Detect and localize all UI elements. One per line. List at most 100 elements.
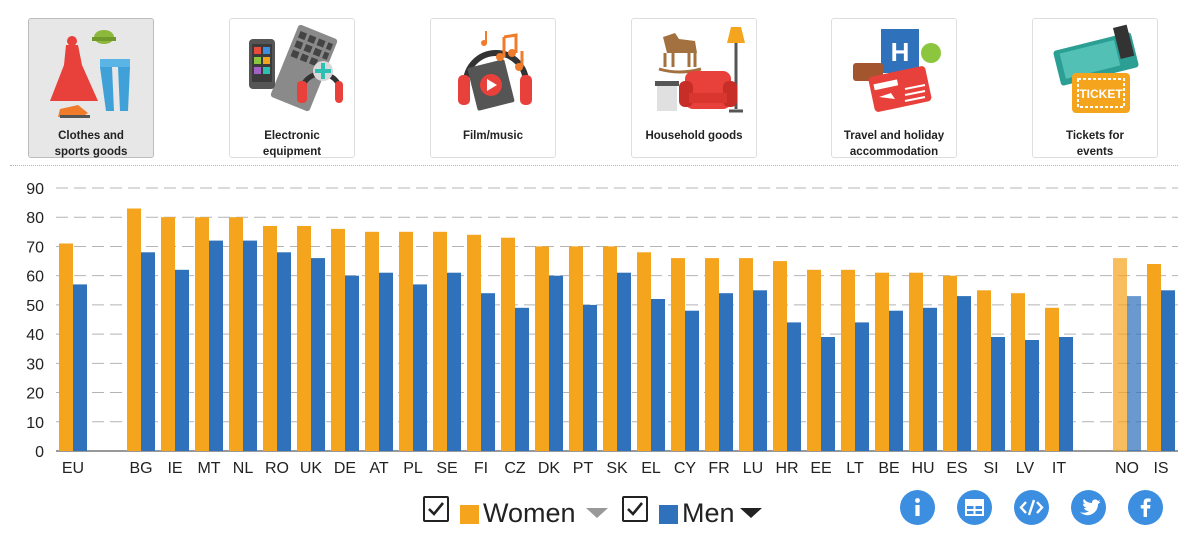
bar-women-fr[interactable]	[705, 258, 719, 451]
y-tick-label: 40	[26, 327, 44, 344]
bar-men-be[interactable]	[889, 310, 903, 451]
bar-men-no[interactable]	[1127, 296, 1141, 451]
bar-women-ie[interactable]	[161, 217, 175, 451]
bar-women-at[interactable]	[365, 231, 379, 451]
bar-women-lv[interactable]	[1011, 293, 1025, 451]
bar-men-se[interactable]	[447, 272, 461, 451]
x-tick-label: LV	[1016, 460, 1035, 477]
bar-women-is[interactable]	[1147, 264, 1161, 451]
bar-men-pl[interactable]	[413, 284, 427, 451]
bar-women-es[interactable]	[943, 275, 957, 451]
tab-label: Travel and holiday accommodation	[843, 130, 945, 158]
bar-men-uk[interactable]	[311, 258, 325, 451]
bar-women-be[interactable]	[875, 272, 889, 451]
bar-men-ie[interactable]	[175, 269, 189, 451]
bar-women-pl[interactable]	[399, 231, 413, 451]
bar-men-fr[interactable]	[719, 293, 733, 451]
tab-travel-holiday[interactable]: H Travel and holiday accommodation	[831, 18, 957, 158]
film-music-icon	[458, 31, 532, 111]
bar-women-cz[interactable]	[501, 237, 515, 451]
bar-men-de[interactable]	[345, 275, 359, 451]
x-tick-label: AT	[369, 460, 388, 477]
y-tick-label: 90	[26, 181, 44, 198]
bar-men-eu[interactable]	[73, 284, 87, 451]
bar-men-cz[interactable]	[515, 307, 529, 451]
bar-men-dk[interactable]	[549, 275, 563, 451]
table-icon	[965, 499, 984, 516]
bar-men-lt[interactable]	[855, 322, 869, 451]
women-checkbox[interactable]	[423, 496, 449, 522]
twitter-button[interactable]	[1071, 490, 1106, 525]
legend-men[interactable]: Men	[622, 493, 772, 529]
bar-men-hu[interactable]	[923, 307, 937, 451]
x-tick-label: IT	[1052, 460, 1066, 477]
tab-tickets-events[interactable]: TICKET Tickets for events	[1032, 18, 1158, 158]
x-tick-label: ES	[946, 460, 967, 477]
bar-women-de[interactable]	[331, 228, 345, 451]
tab-household-goods[interactable]: Household goods	[631, 18, 757, 158]
bar-men-el[interactable]	[651, 299, 665, 451]
bar-men-hr[interactable]	[787, 322, 801, 451]
x-tick-label: LU	[743, 460, 763, 477]
facebook-button[interactable]	[1128, 490, 1163, 525]
bar-women-ee[interactable]	[807, 269, 821, 451]
bar-women-el[interactable]	[637, 252, 651, 451]
bar-men-nl[interactable]	[243, 240, 257, 451]
bar-men-it[interactable]	[1059, 337, 1073, 451]
table-button[interactable]	[957, 490, 992, 525]
bar-men-at[interactable]	[379, 272, 393, 451]
bar-women-si[interactable]	[977, 290, 991, 451]
bar-women-uk[interactable]	[297, 226, 311, 451]
bar-men-mt[interactable]	[209, 240, 223, 451]
bar-women-eu[interactable]	[59, 243, 73, 452]
clothes-sports-icon	[50, 30, 130, 118]
bar-women-fi[interactable]	[467, 234, 481, 451]
tab-electronic-equipment[interactable]: Electronic equipment	[229, 18, 355, 158]
tickets-icon: TICKET	[1053, 24, 1139, 113]
tab-label: Tickets for events	[1066, 130, 1124, 158]
bar-women-hu[interactable]	[909, 272, 923, 451]
bar-women-lu[interactable]	[739, 258, 753, 451]
bar-men-fi[interactable]	[481, 293, 495, 451]
info-button[interactable]	[900, 490, 935, 525]
bar-women-nl[interactable]	[229, 217, 243, 451]
bar-men-lv[interactable]	[1025, 340, 1039, 451]
bar-men-cy[interactable]	[685, 310, 699, 451]
bar-women-ro[interactable]	[263, 226, 277, 451]
bar-women-it[interactable]	[1045, 307, 1059, 451]
bar-women-cy[interactable]	[671, 258, 685, 451]
electronics-icon	[249, 24, 343, 112]
men-label: Men	[682, 498, 735, 528]
men-checkbox[interactable]	[622, 496, 648, 522]
x-tick-label: PT	[573, 460, 594, 477]
x-tick-label: RO	[265, 460, 289, 477]
bar-women-mt[interactable]	[195, 217, 209, 451]
bar-women-lt[interactable]	[841, 269, 855, 451]
bar-women-hr[interactable]	[773, 261, 787, 451]
bar-women-dk[interactable]	[535, 246, 549, 451]
category-tabs: Clothes and sports goods Electronic equi…	[0, 18, 1200, 160]
tab-clothes-sports[interactable]: Clothes and sports goods	[28, 18, 154, 158]
bar-women-pt[interactable]	[569, 246, 583, 451]
bar-men-is[interactable]	[1161, 290, 1175, 451]
bar-men-si[interactable]	[991, 337, 1005, 451]
legend-women[interactable]: Women	[423, 493, 613, 529]
women-dropdown-icon[interactable]	[586, 508, 608, 518]
embed-button[interactable]	[1014, 490, 1049, 525]
bar-men-sk[interactable]	[617, 272, 631, 451]
women-swatch	[460, 505, 479, 524]
bar-men-lu[interactable]	[753, 290, 767, 451]
bar-men-bg[interactable]	[141, 252, 155, 451]
tab-film-music[interactable]: Film/music	[430, 18, 556, 158]
bar-women-se[interactable]	[433, 231, 447, 451]
bar-men-es[interactable]	[957, 296, 971, 451]
bar-women-no[interactable]	[1113, 258, 1127, 451]
x-tick-label: IS	[1153, 460, 1168, 477]
bar-men-pt[interactable]	[583, 304, 597, 451]
bar-men-ee[interactable]	[821, 337, 835, 451]
men-dropdown-icon[interactable]	[740, 508, 762, 518]
x-tick-label: NL	[233, 460, 254, 477]
bar-women-bg[interactable]	[127, 208, 141, 452]
bar-men-ro[interactable]	[277, 252, 291, 451]
bar-women-sk[interactable]	[603, 246, 617, 451]
